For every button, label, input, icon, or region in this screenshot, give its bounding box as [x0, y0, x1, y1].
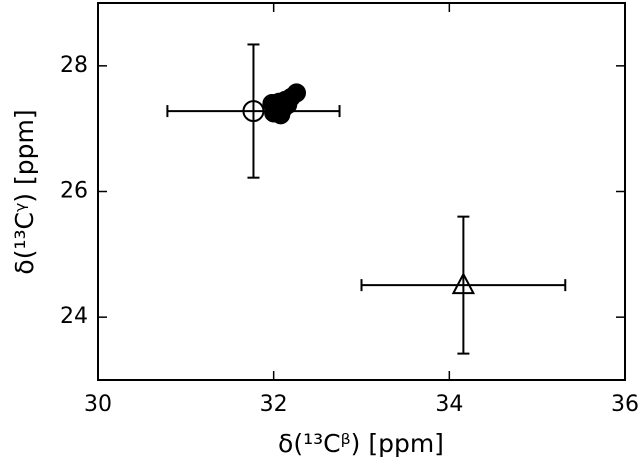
- x-tick-label: 36: [611, 392, 639, 417]
- point: [287, 83, 307, 103]
- x-tick-label: 34: [435, 392, 463, 417]
- y-axis-label: δ(¹³Cᵞ) [ppm]: [10, 109, 39, 274]
- y-tick-label: 24: [60, 304, 88, 329]
- x-axis-label: δ(¹³Cᵝ) [ppm]: [278, 429, 444, 458]
- point: [242, 100, 265, 123]
- plot-frame: [97, 2, 626, 381]
- x-tick-label: 32: [260, 392, 288, 417]
- x-tick-label: 30: [84, 392, 112, 417]
- point: [271, 105, 291, 125]
- y-tick-label: 28: [60, 53, 88, 78]
- point: [451, 271, 476, 295]
- y-tick-label: 26: [60, 179, 88, 204]
